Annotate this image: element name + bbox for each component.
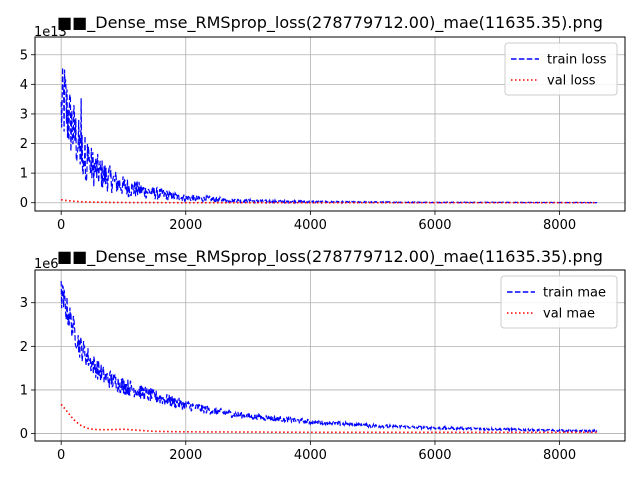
series-line-val-loss — [61, 198, 597, 204]
legend-label: train loss — [547, 53, 607, 68]
mae-chart: ■■_Dense_mse_RMSprop_loss(278779712.00)_… — [20, 247, 626, 463]
y-tick-label: 3 — [20, 296, 28, 311]
x-tick-label: 6000 — [418, 218, 451, 233]
series-line-train-loss — [60, 67, 598, 205]
series-line-train-mae — [60, 280, 598, 434]
legend-label: val mae — [543, 307, 595, 322]
y-tick-label: 2 — [20, 137, 28, 152]
x-tick-label: 4000 — [294, 218, 327, 233]
x-tick-label: 2000 — [169, 218, 202, 233]
legend-label: train mae — [543, 286, 606, 301]
y-tick-label: 0 — [20, 427, 28, 442]
x-tick-label: 8000 — [543, 448, 576, 463]
y-tick-label: 2 — [20, 340, 28, 355]
legend-box — [504, 42, 618, 96]
legend: train loss val loss — [504, 42, 618, 96]
ticks: 0 2000 4000 6000 8000 0 1 2 3 4 5 — [20, 48, 576, 233]
y-tick-label: 5 — [20, 48, 28, 63]
y-tick-label: 1 — [20, 383, 28, 398]
axes-frame — [34, 269, 626, 442]
series-group — [60, 280, 598, 434]
legend-box — [500, 275, 618, 329]
x-tick-label: 8000 — [543, 218, 576, 233]
legend: train mae val mae — [500, 275, 618, 329]
x-tick-label: 6000 — [418, 448, 451, 463]
axes-frame — [34, 36, 626, 212]
x-tick-label: 0 — [57, 218, 65, 233]
chart-title: ■■_Dense_mse_RMSprop_loss(278779712.00)_… — [57, 247, 603, 267]
y-tick-label: 4 — [20, 78, 28, 93]
x-tick-label: 2000 — [169, 448, 202, 463]
y-tick-label: 0 — [20, 196, 28, 211]
y-tick-label: 3 — [20, 107, 28, 122]
ticks: 0 2000 4000 6000 8000 0 1 2 3 — [20, 296, 576, 463]
x-tick-label: 4000 — [294, 448, 327, 463]
y-tick-label: 1 — [20, 167, 28, 182]
series-group — [60, 67, 598, 205]
y-multiplier: 1e6 — [34, 257, 59, 272]
y-multiplier: 1e13 — [34, 25, 67, 40]
chart-title: ■■_Dense_mse_RMSprop_loss(278779712.00)_… — [57, 13, 603, 33]
legend-label: val loss — [547, 74, 596, 89]
x-tick-label: 0 — [57, 448, 65, 463]
series-line-val-mae — [60, 403, 597, 434]
loss-chart: ■■_Dense_mse_RMSprop_loss(278779712.00)_… — [20, 13, 626, 233]
